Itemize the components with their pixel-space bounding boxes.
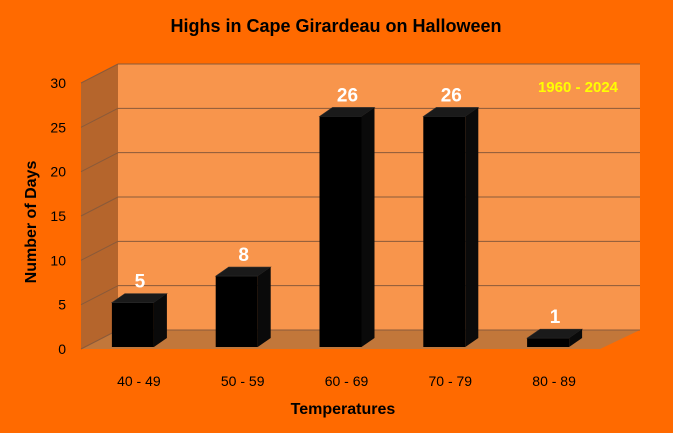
x-tick-label: 60 - 69 [325, 373, 369, 389]
y-axis-title: Number of Days [23, 161, 40, 284]
data-label: 1 [550, 307, 561, 328]
date-range-annotation: 1960 - 2024 [538, 79, 619, 96]
y-tick-label: 20 [50, 164, 66, 180]
bar-side-face [257, 267, 271, 347]
chart-title: Highs in Cape Girardeau on Halloween [170, 16, 501, 36]
gridline-side [80, 152, 119, 173]
gridline-side [80, 107, 119, 128]
y-tick-label: 30 [50, 75, 66, 91]
bar-side-face [569, 329, 583, 347]
x-tick-label: 70 - 79 [429, 373, 473, 389]
y-tick-label: 10 [50, 252, 66, 268]
data-label: 26 [337, 85, 358, 106]
y-tick-label: 25 [50, 119, 66, 135]
x-tick-label: 40 - 49 [117, 373, 161, 389]
gridline-side [80, 196, 119, 217]
bar-front-face [111, 302, 154, 347]
x-axis-title: Temperatures [291, 401, 396, 418]
bar-front-face [423, 116, 466, 347]
bar-side-face [361, 107, 375, 347]
gridline-side [80, 63, 119, 84]
bar-front-face [215, 276, 258, 347]
data-label: 8 [238, 245, 249, 266]
x-tick-label: 80 - 89 [532, 373, 576, 389]
bar [422, 107, 480, 347]
gridline-side [80, 329, 119, 350]
gridline-side [80, 285, 119, 306]
bar-side-face [465, 107, 479, 347]
bar [214, 266, 272, 347]
y-tick-label: 0 [58, 341, 66, 357]
y-tick-label: 15 [50, 208, 66, 224]
bar [318, 107, 376, 347]
y-tick-label: 5 [58, 297, 66, 313]
gridline-side [80, 240, 119, 261]
bar-front-face [319, 116, 362, 347]
data-label: 26 [441, 85, 462, 106]
bar [526, 328, 584, 347]
bar-front-face [527, 338, 570, 347]
bar-side-face [153, 293, 167, 347]
x-tick-label: 50 - 59 [221, 373, 265, 389]
data-label: 5 [135, 272, 146, 293]
bar [110, 293, 168, 347]
